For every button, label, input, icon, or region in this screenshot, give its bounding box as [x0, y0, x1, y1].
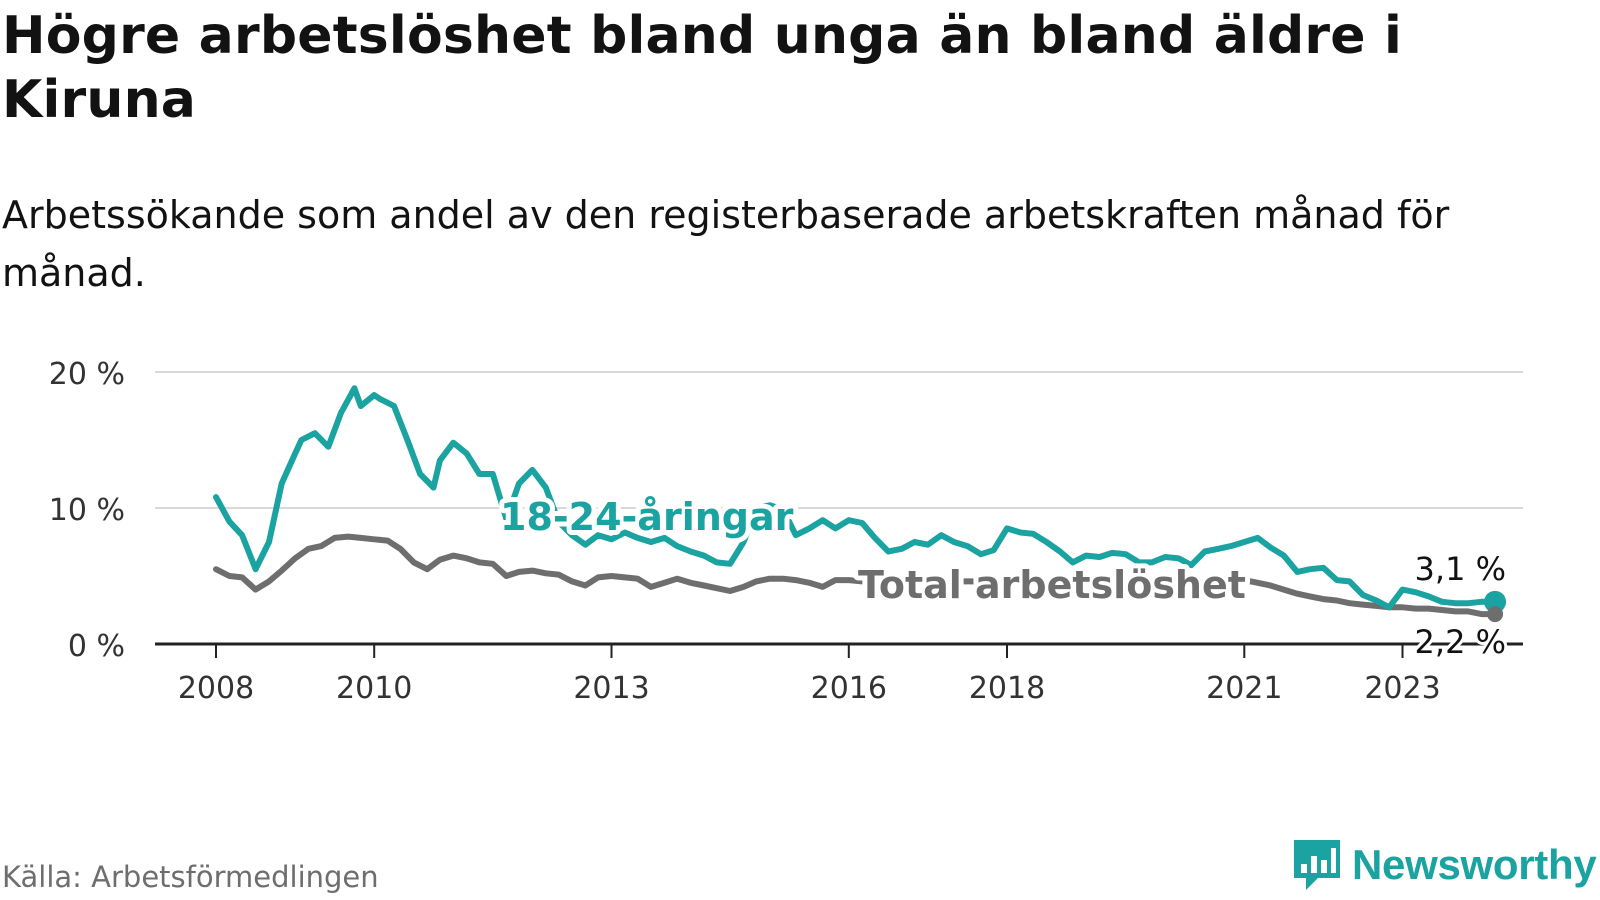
x-tick-label: 2018 — [969, 671, 1045, 706]
end-marker-total — [1487, 606, 1504, 623]
series-label-18-24: 18-24-åringar — [500, 495, 794, 539]
y-tick-label: 0 % — [68, 629, 125, 664]
chart-title: Högre arbetslöshet bland unga än bland ä… — [2, 6, 1403, 130]
brand-logo[interactable]: Newsworthy — [1292, 838, 1597, 892]
series-label-total: Total arbetslöshet — [858, 563, 1246, 607]
x-tick-label: 2013 — [573, 671, 649, 706]
y-tick-label: 10 % — [49, 493, 125, 528]
end-marker-18-24 — [1484, 590, 1507, 613]
source-note: Källa: Arbetsförmedlingen — [2, 860, 379, 894]
end-label-18-24: 3,1 % — [1415, 550, 1506, 588]
x-tick-label: 2008 — [178, 671, 254, 706]
brand-name: Newsworthy — [1352, 841, 1597, 888]
chart-subtitle: Arbetssökande som andel av den registerb… — [2, 193, 1450, 295]
x-tick-label: 2016 — [811, 671, 887, 706]
series-line-18-24 — [213, 385, 1498, 611]
series-line-total — [213, 533, 1498, 618]
x-tick-label: 2010 — [336, 671, 412, 706]
x-tick-label: 2023 — [1364, 671, 1440, 706]
newsworthy-logo-icon — [1294, 840, 1340, 890]
x-tick-label: 2021 — [1206, 671, 1282, 706]
y-tick-label: 20 % — [49, 357, 125, 392]
end-label-total: 2,2 % — [1415, 623, 1506, 661]
